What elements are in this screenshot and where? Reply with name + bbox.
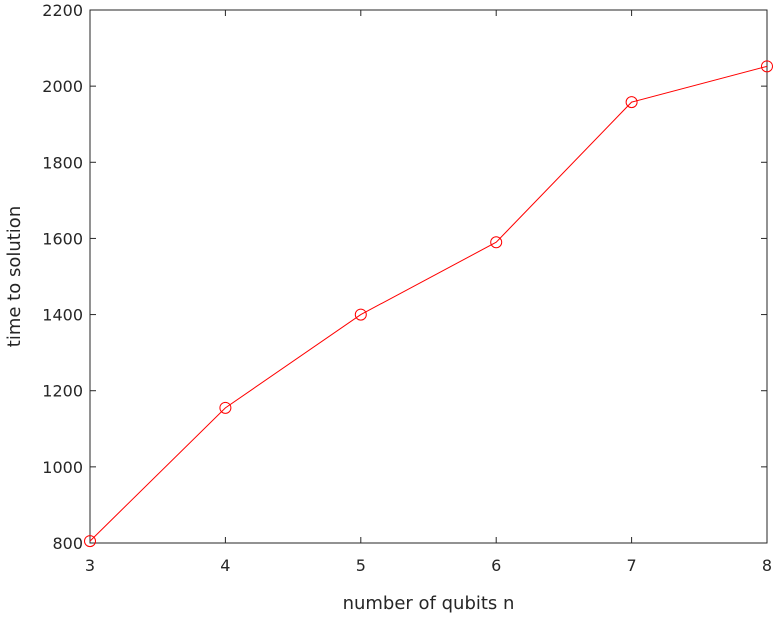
data-point <box>761 60 773 73</box>
y-axis-label: time to solution <box>4 206 25 347</box>
plot-frame <box>89 9 768 544</box>
series-layer <box>84 60 773 548</box>
series-line <box>89 65 768 542</box>
y-tick-label: 1200 <box>42 382 83 401</box>
data-point <box>490 236 503 249</box>
data-point <box>84 535 96 548</box>
y-tick-label: 1400 <box>42 306 83 325</box>
y-tick-label: 800 <box>52 534 83 553</box>
y-tick-label: 2000 <box>42 77 83 96</box>
x-axis-ticks: 3 4 5 6 7 8 <box>85 10 772 575</box>
x-tick-label: 4 <box>220 556 230 575</box>
x-tick-label: 7 <box>627 556 637 575</box>
y-axis-ticks: 800 1000 1200 1400 1600 1800 2000 2200 <box>42 1 767 553</box>
x-tick-label: 8 <box>762 556 772 575</box>
y-tick-label: 2200 <box>42 1 83 20</box>
x-tick-label: 3 <box>85 556 95 575</box>
data-point <box>354 308 367 321</box>
y-tick-label: 1600 <box>42 229 83 248</box>
data-point <box>219 401 232 414</box>
y-tick-label: 1000 <box>42 458 83 477</box>
x-tick-label: 5 <box>356 556 366 575</box>
x-axis-label: number of qubits n <box>343 593 515 614</box>
y-tick-label: 1800 <box>42 153 83 172</box>
plot-area <box>89 9 768 544</box>
data-point <box>625 96 638 109</box>
x-tick-label: 6 <box>491 556 501 575</box>
